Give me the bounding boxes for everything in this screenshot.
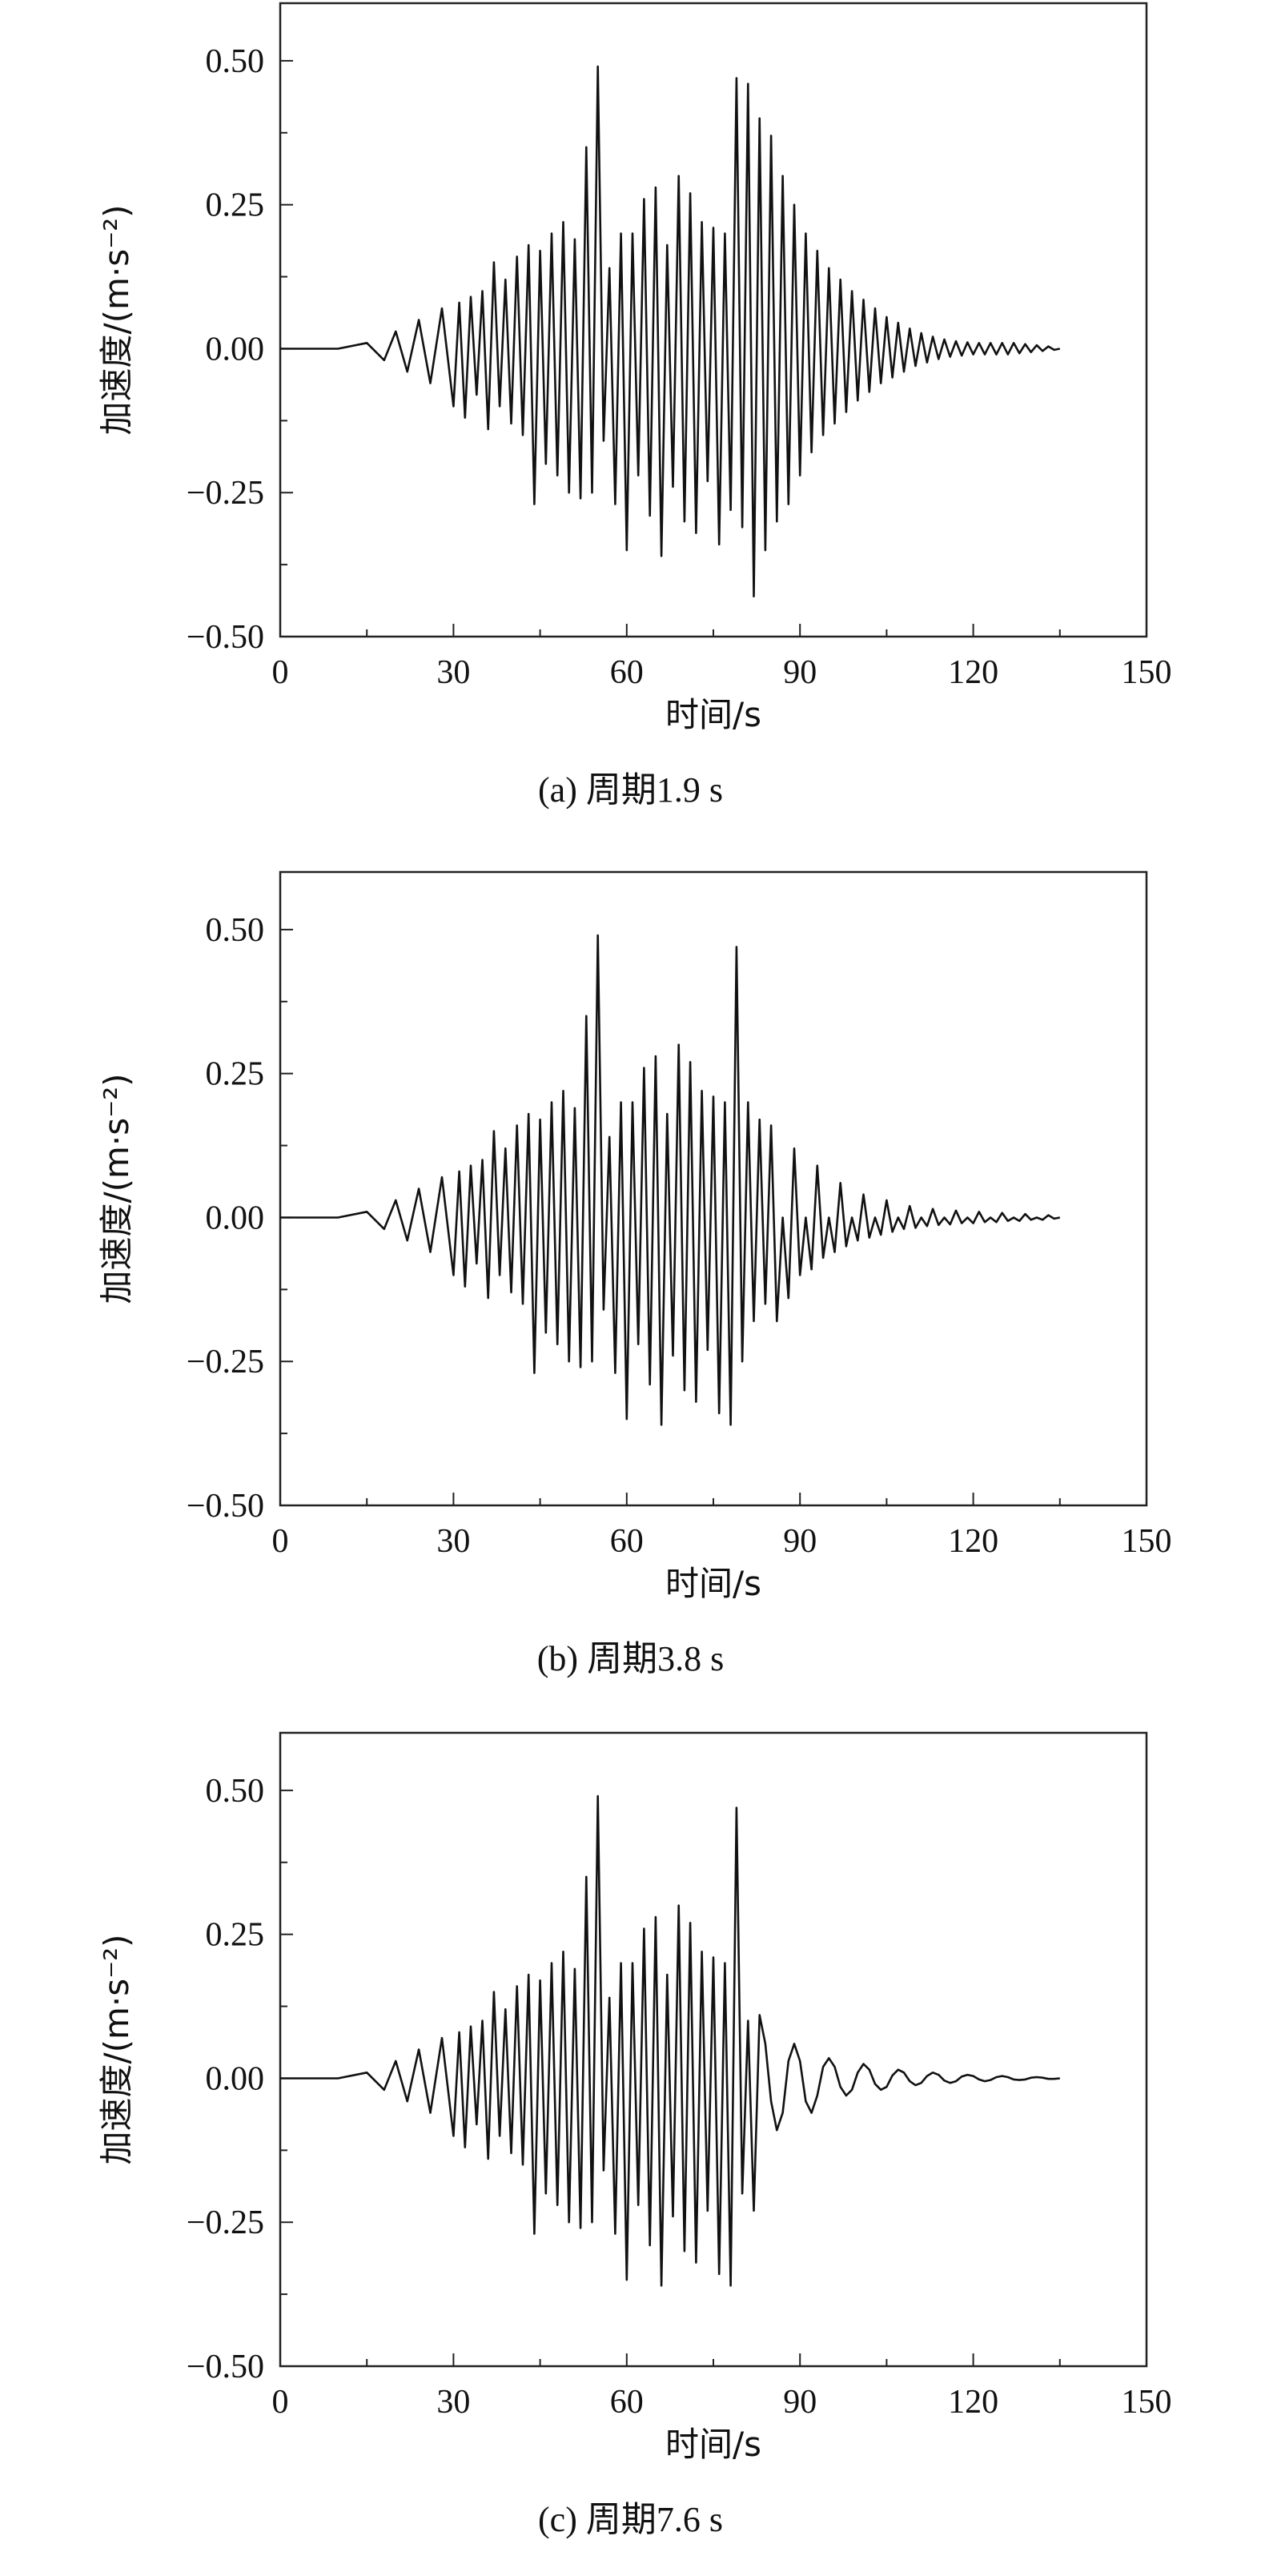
chart-svg: 0 30 60 90 120 150 −0.50 −0.25 0.00 0.25 0.50 时间/s 加…: [97, 1731, 1172, 2464]
y-tick-label: 0.00: [206, 1200, 265, 1236]
y-tick-label: −0.25: [187, 2204, 264, 2241]
x-tick-label: 150: [1122, 654, 1172, 691]
x-tick-label: 150: [1122, 1523, 1172, 1560]
x-axis-label: 时间/s: [665, 1564, 761, 1603]
chart-caption: (b) 周期3.8 s: [536, 1639, 725, 1678]
y-tick-label: 0.25: [206, 1056, 265, 1093]
series-line-0: [280, 934, 1061, 1426]
y-tick-label: −0.50: [187, 619, 264, 656]
x-tick-label: 0: [272, 654, 289, 691]
x-tick-label: 60: [610, 654, 644, 691]
y-tick-label: 0.25: [206, 187, 265, 224]
x-tick-label: 60: [610, 2384, 644, 2421]
chart-svg: 0 30 60 90 120 150 −0.50 −0.25 0.00 0.25 0.50 时间/s 加…: [97, 870, 1172, 1603]
x-tick-label: 120: [948, 2384, 998, 2421]
x-tick-label: 30: [436, 654, 470, 691]
series-line-0: [280, 65, 1061, 597]
x-tick-label: 120: [948, 654, 998, 691]
x-axis-label: 时间/s: [665, 2425, 761, 2464]
y-tick-label: −0.25: [187, 1344, 264, 1380]
plot-frame: [279, 2, 1148, 638]
x-tick-label: 90: [783, 1523, 817, 1560]
x-tick-label: 30: [436, 2384, 470, 2421]
x-axis-label: 时间/s: [665, 695, 761, 734]
x-tick-label: 150: [1122, 2384, 1172, 2421]
y-tick-label: −0.25: [187, 475, 264, 512]
y-tick-label: 0.00: [206, 2060, 265, 2097]
x-tick-label: 0: [272, 1523, 289, 1560]
y-tick-label: 0.50: [206, 912, 265, 949]
x-tick-label: 0: [272, 2384, 289, 2421]
x-tick-label: 90: [783, 2384, 817, 2421]
chart-panel-b: 0 30 60 90 120 150 −0.50 −0.25 0.00 0.25 0.50 时间/s 加…: [0, 869, 1261, 1710]
chart-panel-a: 0 30 60 90 120 150 −0.50 −0.25 0.00 0.25 0.50 时间/s 加…: [0, 0, 1261, 841]
x-tick-label: 60: [610, 1523, 644, 1560]
y-tick-label: −0.50: [187, 2349, 264, 2385]
plot-frame: [279, 1731, 1148, 2368]
y-tick-label: 0.50: [206, 1773, 265, 1810]
y-axis-label: 加速度/(m·s⁻²): [97, 204, 136, 435]
plot-frame: [279, 870, 1148, 1507]
y-tick-label: 0.50: [206, 43, 265, 80]
y-axis-label: 加速度/(m·s⁻²): [97, 1073, 136, 1304]
y-tick-label: 0.00: [206, 331, 265, 368]
series-line-0: [280, 1794, 1060, 2287]
x-tick-label: 120: [948, 1523, 998, 1560]
chart-caption: (a) 周期1.9 s: [538, 770, 723, 810]
chart-svg: 0 30 60 90 120 150 −0.50 −0.25 0.00 0.25 0.50 时间/s 加…: [97, 2, 1172, 734]
chart-caption: (c) 周期7.6 s: [538, 2500, 723, 2539]
y-tick-label: −0.50: [187, 1488, 264, 1525]
x-tick-label: 90: [783, 654, 817, 691]
y-tick-label: 0.25: [206, 1917, 265, 1954]
y-axis-label: 加速度/(m·s⁻²): [97, 1934, 136, 2164]
x-tick-label: 30: [436, 1523, 470, 1560]
chart-panel-c: 0 30 60 90 120 150 −0.50 −0.25 0.00 0.25 0.50 时间/s 加…: [0, 1730, 1261, 2576]
